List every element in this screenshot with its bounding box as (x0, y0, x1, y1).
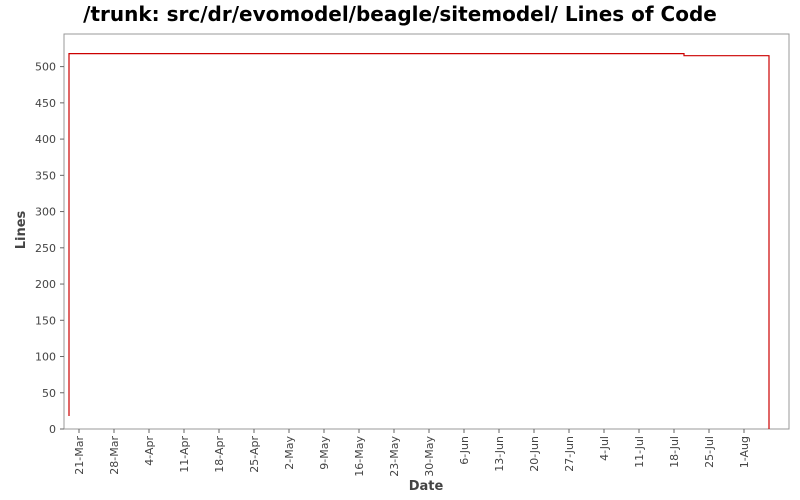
chart-title: /trunk: src/dr/evomodel/beagle/sitemodel… (83, 2, 717, 26)
x-tick-label: 18-Apr (213, 436, 226, 473)
y-tick-label: 0 (49, 423, 56, 436)
x-axis: 21-Mar 28-Mar 4-Apr 11-Apr 18-Apr 25-Apr 2-May… (73, 429, 751, 477)
x-tick-label: 4-Jul (598, 436, 611, 461)
x-tick-label: 28-Mar (108, 436, 121, 475)
x-tick-label: 18-Jul (668, 436, 681, 468)
y-tick-label: 200 (35, 278, 56, 291)
x-tick-label: 13-Jun (493, 436, 506, 472)
x-tick-label: 6-Jun (458, 436, 471, 465)
x-tick-label: 25-Jul (703, 436, 716, 468)
x-tick-label: 21-Mar (73, 436, 86, 475)
x-tick-label: 2-May (283, 436, 296, 470)
x-tick-label: 20-Jun (528, 436, 541, 472)
x-tick-label: 1-Aug (738, 436, 751, 468)
y-tick-label: 450 (35, 97, 56, 110)
y-tick-label: 350 (35, 169, 56, 182)
y-tick-label: 50 (42, 387, 56, 400)
x-tick-label: 27-Jun (563, 436, 576, 472)
x-tick-label: 9-May (318, 436, 331, 470)
y-tick-label: 400 (35, 133, 56, 146)
x-tick-label: 11-Jul (633, 436, 646, 468)
y-axis: 0 50 100 150 200 250 300 350 400 450 500 (35, 61, 64, 436)
x-tick-label: 11-Apr (178, 436, 191, 473)
y-axis-title: Lines (14, 210, 29, 249)
x-tick-label: 23-May (388, 436, 401, 477)
y-tick-label: 250 (35, 242, 56, 255)
x-tick-label: 25-Apr (248, 436, 261, 473)
x-tick-label: 30-May (423, 436, 436, 477)
x-axis-title: Date (409, 479, 444, 494)
plot-area (63, 33, 790, 430)
y-tick-label: 150 (35, 314, 56, 327)
x-tick-label: 16-May (353, 436, 366, 477)
y-tick-label: 100 (35, 351, 56, 364)
x-tick-label: 4-Apr (143, 436, 156, 466)
series-line (68, 53, 770, 429)
y-tick-label: 500 (35, 61, 56, 74)
y-tick-label: 300 (35, 206, 56, 219)
